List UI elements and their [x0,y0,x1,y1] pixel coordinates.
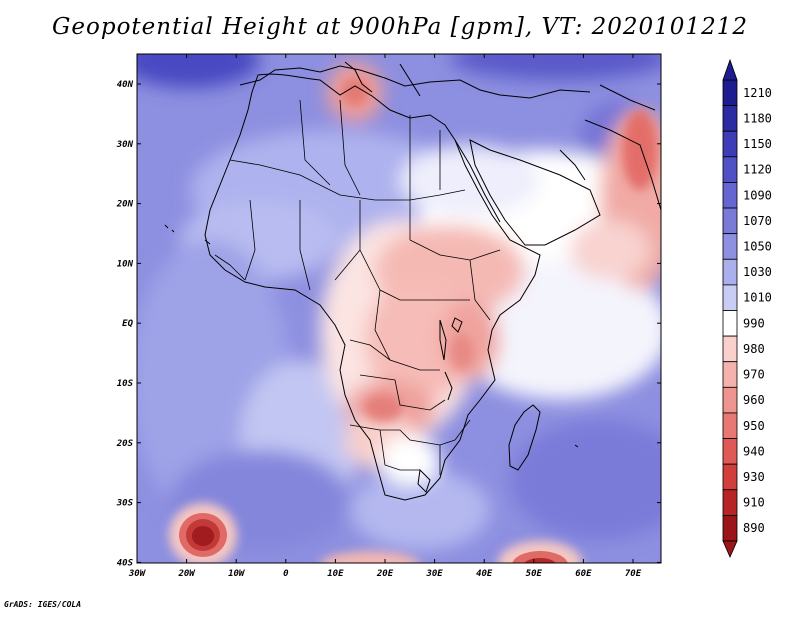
colorbar-segment [722,361,738,388]
colorbar-label: 950 [743,419,765,433]
lat-label: 30N [116,140,134,150]
colorbar-label: 990 [743,316,765,330]
colorbar-label: 1050 [743,239,772,253]
map-title: Geopotential Height at 900hPa [gpm], VT:… [52,14,748,40]
lat-label: 10N [117,259,134,269]
colorbar-segment [722,386,738,414]
colorbar-segment [722,105,738,132]
lon-label: 40E [476,569,493,579]
height-field [137,54,661,563]
lon-label: 20W [177,569,196,579]
colorbar-label: 1010 [743,291,772,305]
colorbar-label: 940 [743,444,765,458]
colorbar-label: 980 [743,342,765,356]
lon-label: 70E [625,569,642,579]
colorbar-label: 1090 [743,188,772,202]
colorbar-segment [722,258,738,286]
lat-label: 20S [116,439,134,449]
colorbar: 1210 1180 1150 1120 1090 1070 1050 1030 1010 990 9… [722,58,772,558]
colorbar-label: 1030 [743,265,772,279]
lon-label: 10E [327,569,344,579]
colorbar-segment [722,207,738,235]
country-borders [214,99,501,475]
colorbar-segment [722,182,738,209]
lon-label: 30W [128,569,147,579]
colorbar-segment [722,335,738,363]
colorbar-segment [722,463,738,491]
lon-label: 50E [526,569,543,579]
lon-label: 0 [283,569,289,579]
colorbar-segment [722,438,738,465]
colorbar-label: 1070 [743,214,772,228]
colorbar-segment [722,514,738,542]
colorbar-segment [722,310,738,337]
lon-label: 30E [425,569,443,579]
colorbar-label: 1210 [743,86,772,100]
latitude-axis: 40N 30N 20N 10N EQ 10S 20S 30S 40S [116,80,661,568]
lon-label: 10W [228,569,246,579]
colorbar-segment [722,233,738,260]
colorbar-label: 910 [743,496,765,510]
colorbar-label: 1180 [743,111,772,125]
lat-label: 40N [117,80,134,90]
lat-label: 20N [116,200,134,210]
lat-label: 30S [116,499,134,509]
colorbar-segment [722,156,738,183]
colorbar-max-arrow [722,58,738,81]
colorbar-label: 930 [743,470,765,484]
colorbar-segment [722,79,738,107]
colorbar-label: 960 [743,393,765,407]
lat-label: EQ [122,319,133,329]
colorbar-min-arrow [722,540,738,558]
colorbar-segment [722,284,738,311]
colorbar-segment [722,130,738,158]
grads-credit: GrADS: IGES/COLA [4,600,82,609]
colorbar-label: 890 [743,521,765,535]
colorbar-segment [722,412,738,439]
lat-label: 40S [117,558,134,568]
map-frame [136,53,662,564]
longitude-axis: 30W 20W 10W 0 10E 20E 30E 40E 50E 60E 70E [128,54,642,579]
colorbar-label: 1120 [743,163,772,177]
colorbar-segment [722,489,738,516]
coastlines [164,61,661,501]
colorbar-label: 970 [743,368,765,382]
lon-label: 60E [575,569,592,579]
lat-label: 10S [117,379,134,389]
colorbar-label: 1150 [743,137,772,151]
lon-label: 20E [376,569,394,579]
